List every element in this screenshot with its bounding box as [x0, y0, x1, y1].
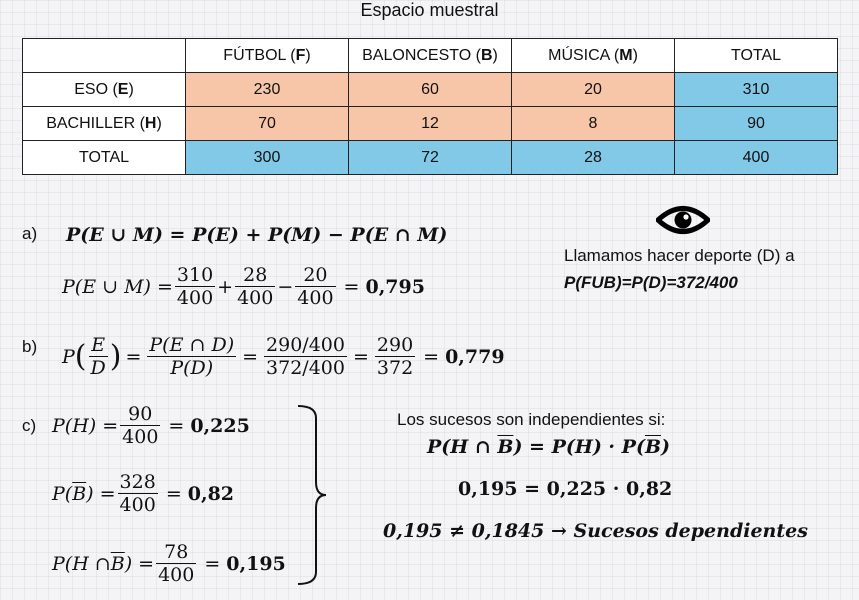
table-header-row: FÚTBOL (F) BALONCESTO (B) MÚSICA (M) TOT…	[22, 38, 838, 73]
table-cell: 28	[511, 140, 675, 175]
eye-icon	[654, 203, 712, 242]
part-a-formula: P(E ∪ M) = P(E) + P(M) − P(E ∩ M)	[66, 224, 448, 246]
ph-calculation: P(H) = 90 400 = 0,225	[52, 403, 250, 448]
pb-calculation: P(B) = 328 400 = 0,82	[52, 471, 235, 516]
sample-space-table: FÚTBOL (F) BALONCESTO (B) MÚSICA (M) TOT…	[22, 38, 838, 175]
table-cell: 400	[674, 140, 838, 175]
ph-result: 0,225	[190, 414, 250, 437]
fraction: 290 372	[374, 334, 416, 379]
fraction: 290/400 372/400	[264, 334, 347, 379]
fraction: 328 400	[117, 471, 158, 516]
note-formula: P(FUB)=P(D)=372/400	[564, 273, 738, 292]
part-b-result: 0,779	[445, 345, 505, 368]
fraction: 28 400	[235, 264, 276, 309]
table-row: ESO (E) 230 60 20 310	[22, 72, 838, 107]
table-cell: 8	[511, 106, 675, 141]
row-header: BACHILLER (H)	[22, 106, 186, 141]
pb-result: 0,82	[187, 482, 235, 505]
column-header: BALONCESTO (B)	[348, 38, 512, 73]
conclusion: 0,195 ≠ 0,1845 → Sucesos dependientes	[383, 520, 808, 542]
note-text: Llamamos hacer deporte (D) a	[564, 246, 795, 265]
table-row: BACHILLER (H) 70 12 8 90	[22, 106, 838, 141]
fraction: 20 400	[295, 264, 336, 309]
right-brace	[296, 404, 330, 591]
fraction: 310 400	[174, 264, 216, 309]
page-title: Espacio muestral	[360, 0, 499, 20]
table-corner-cell	[22, 38, 186, 73]
table-cell: 20	[511, 72, 675, 107]
phb-calculation: P(H ∩ B) = 78 400 = 0,195	[52, 541, 286, 586]
row-header: ESO (E)	[22, 72, 186, 107]
fraction: 78 400	[156, 541, 197, 586]
table-cell: 70	[185, 106, 349, 141]
part-b-label: b)	[22, 337, 38, 356]
independence-check: 0,195 = 0,225 · 0,82	[458, 478, 673, 500]
table-cell: 72	[348, 140, 512, 175]
table-row: TOTAL 300 72 28 400	[22, 140, 838, 175]
column-header: FÚTBOL (F)	[185, 38, 349, 73]
part-a-calculation: P(E ∪ M) = 310 400 + 28 400 − 20 400 = 0,79…	[62, 264, 425, 309]
table-cell: 310	[674, 72, 838, 107]
table-cell: 12	[348, 106, 512, 141]
fraction: P(E ∩ D) P(D)	[147, 334, 237, 379]
column-header: TOTAL	[674, 38, 838, 73]
column-header: MÚSICA (M)	[511, 38, 675, 73]
independence-formula: P(H ∩ B) = P(H) · P(B)	[427, 436, 670, 458]
fraction: 90 400	[120, 403, 161, 448]
part-a-result: 0,795	[365, 275, 425, 298]
part-c-label: c)	[22, 416, 37, 435]
row-header: TOTAL	[22, 140, 186, 175]
independence-title: Los sucesos son independientes si:	[397, 410, 666, 429]
table-cell: 90	[674, 106, 838, 141]
phb-result: 0,195	[226, 552, 286, 575]
table-cell: 230	[185, 72, 349, 107]
table-cell: 60	[348, 72, 512, 107]
part-a-lhs: P(E ∪ M) =	[62, 275, 173, 298]
table-cell: 300	[185, 140, 349, 175]
part-a-label: a)	[22, 224, 38, 243]
